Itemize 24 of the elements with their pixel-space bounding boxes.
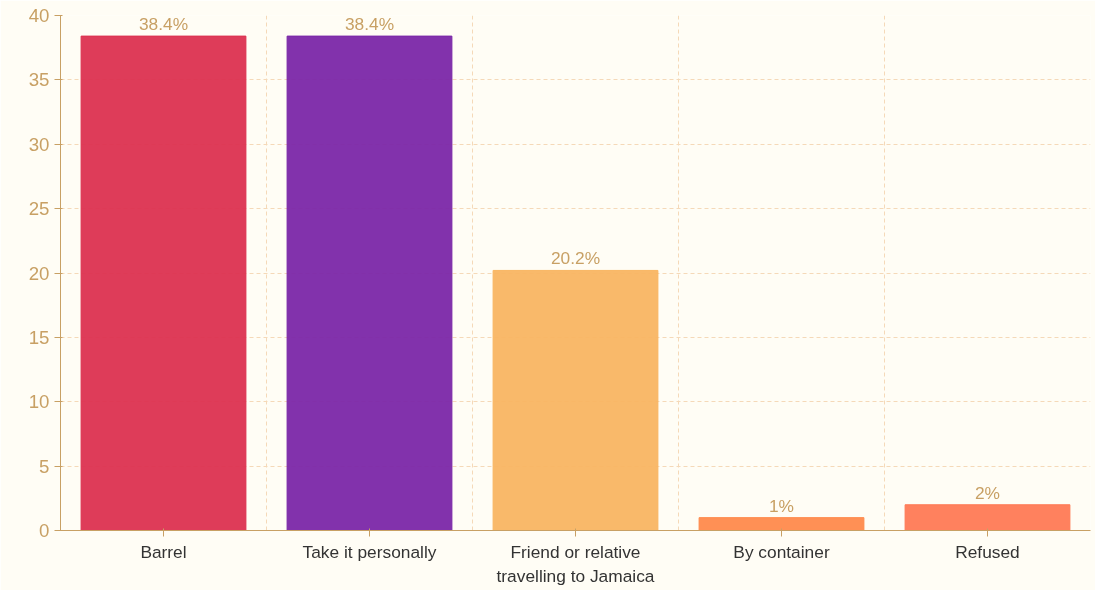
data-label: 38.4%	[138, 14, 189, 35]
x-tick-label: Barrel	[140, 541, 187, 562]
x-tick-label: By container	[733, 541, 830, 562]
y-tick-label: 40	[28, 5, 50, 26]
y-tick-label: 0	[39, 520, 50, 541]
bar	[286, 35, 453, 531]
data-label: 38.4%	[344, 14, 395, 35]
y-tick-label: 30	[28, 133, 50, 155]
data-label: 1%	[768, 495, 795, 516]
y-tick-label: 5	[39, 455, 50, 477]
x-tick-label: Refused	[955, 541, 1020, 562]
bar	[492, 269, 659, 531]
bar	[80, 35, 247, 531]
data-label: 20.2%	[550, 248, 601, 269]
y-tick-label: 10	[28, 391, 50, 413]
bar	[698, 517, 865, 531]
x-tick-label: Take it personally	[302, 541, 437, 562]
y-tick-label: 35	[28, 69, 50, 91]
data-label: 2%	[974, 482, 1001, 503]
y-tick-label: 25	[28, 198, 50, 220]
y-tick-label: 20	[28, 262, 50, 284]
x-tick-label: Friend or relative travelling to Jamaica	[496, 541, 655, 586]
y-tick-label: 15	[28, 326, 50, 348]
bar	[904, 504, 1071, 531]
